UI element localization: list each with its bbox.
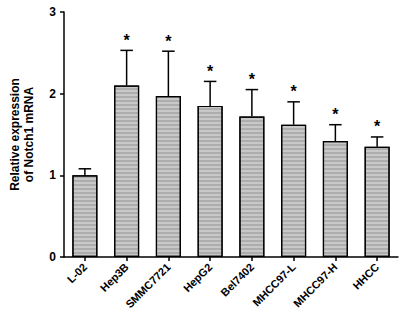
svg-text:HHCC: HHCC — [350, 261, 381, 292]
svg-text:2: 2 — [49, 87, 56, 101]
svg-text:MHCC97-H: MHCC97-H — [291, 261, 340, 310]
svg-text:MHCC97-L: MHCC97-L — [250, 260, 298, 309]
svg-text:Relative expression: Relative expression — [8, 78, 22, 191]
svg-text:*: * — [374, 118, 381, 135]
svg-text:3: 3 — [49, 5, 56, 19]
svg-text:*: * — [249, 71, 256, 88]
svg-text:Hep3B: Hep3B — [98, 261, 131, 294]
svg-text:*: * — [165, 33, 172, 50]
svg-text:Bel7402: Bel7402 — [218, 261, 256, 299]
svg-text:*: * — [291, 83, 298, 100]
svg-text:*: * — [207, 63, 214, 80]
svg-text:of Notch1 mRNA: of Notch1 mRNA — [22, 87, 36, 183]
svg-text:L-02: L-02 — [65, 261, 89, 285]
svg-text:0: 0 — [49, 250, 56, 264]
svg-text:SMMC7721: SMMC7721 — [123, 261, 172, 310]
svg-text:1: 1 — [49, 168, 56, 182]
svg-text:HepG2: HepG2 — [181, 261, 215, 295]
svg-text:*: * — [124, 32, 131, 49]
svg-text:*: * — [332, 106, 339, 123]
